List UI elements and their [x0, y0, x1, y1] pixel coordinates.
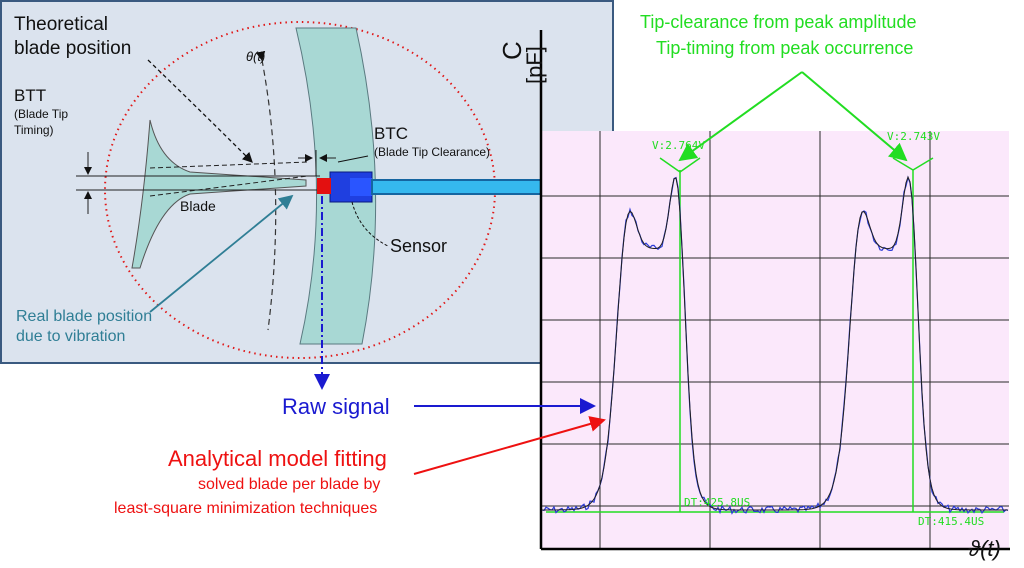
sensor-tip	[317, 178, 331, 194]
theoretical-label-1: Theoretical	[14, 14, 108, 35]
btc-label: BTC	[374, 124, 408, 143]
theoretical-label-2: blade position	[14, 38, 132, 59]
peak2-pointer	[801, 71, 908, 162]
theoretical-arrow	[147, 59, 253, 163]
btt-sub-2: Timing)	[14, 123, 54, 137]
dt1-label: DT:425.8US	[684, 496, 751, 509]
model-fit-trace	[542, 175, 1008, 511]
sensor-label: Sensor	[390, 236, 448, 256]
model-fit-arrow	[413, 416, 606, 475]
model-fit-title: Analytical model fitting	[168, 446, 387, 471]
sensor-cable	[371, 179, 543, 195]
btc-sub: (Blade Tip Clearance)	[374, 145, 491, 159]
theta-arc	[255, 50, 277, 331]
chart-plot-area	[541, 131, 1009, 549]
dt2-label: DT:415.4US	[918, 515, 985, 528]
peak1-pointer	[678, 71, 803, 162]
real-position-label-2: due to vibration	[16, 328, 126, 345]
y-axis-unit: [pF]	[522, 46, 547, 84]
measurement-lines	[546, 157, 1004, 513]
x-axis-label: ϑ(t)	[968, 536, 1001, 561]
btt-sub-1: (Blade Tip	[14, 107, 69, 121]
tip-clearance-label: Tip-clearance from peak amplitude	[640, 12, 917, 32]
raw-signal-label: Raw signal	[282, 394, 390, 419]
chart-grid	[541, 131, 1009, 549]
theta-label: θ(t)	[246, 49, 266, 64]
real-position-arrow	[149, 194, 294, 313]
tip-timing-label: Tip-timing from peak occurrence	[656, 38, 914, 58]
peak1-value-label: V:2.764V	[652, 139, 705, 152]
blade-label: Blade	[180, 198, 216, 214]
model-fit-sub-2: least-square minimization techniques	[114, 500, 378, 517]
real-position-label-1: Real blade position	[16, 308, 153, 325]
model-fit-sub-1: solved blade per blade by	[198, 476, 381, 493]
btt-label: BTT	[14, 86, 47, 105]
peak2-value-label: V:2.743V	[887, 130, 940, 143]
